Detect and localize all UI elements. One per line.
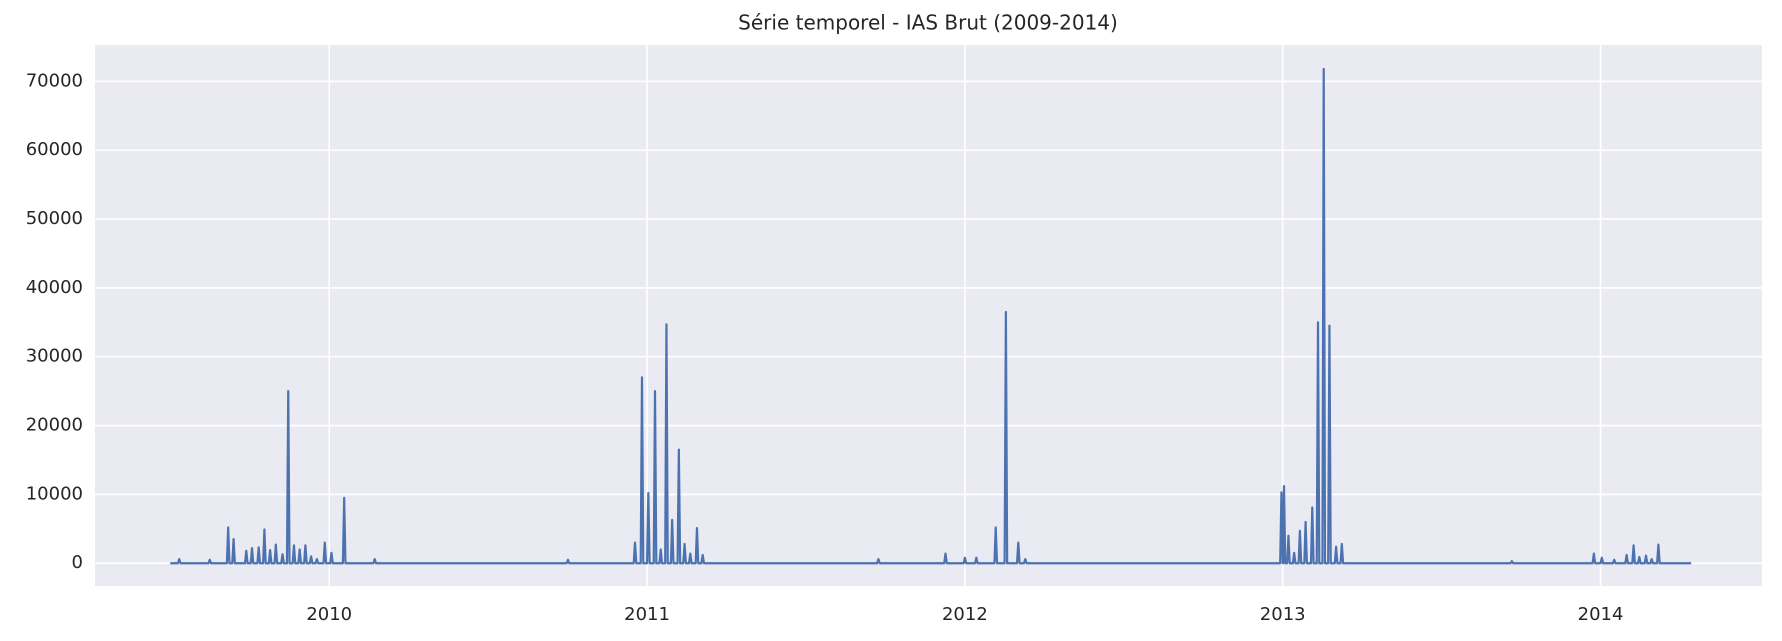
y-tick-label: 0 (72, 552, 83, 573)
x-tick-label: 2013 (1260, 604, 1306, 625)
y-tick-label: 50000 (26, 208, 83, 229)
x-tick-label: 2011 (624, 604, 670, 625)
y-tick-label: 70000 (26, 70, 83, 91)
plot-area (95, 45, 1762, 586)
y-tick-label: 30000 (26, 346, 83, 367)
y-tick-label: 40000 (26, 277, 83, 298)
data-line (170, 67, 1692, 565)
y-tick-label: 10000 (26, 483, 83, 504)
y-tick-label: 20000 (26, 415, 83, 436)
chart-title: Série temporel - IAS Brut (2009-2014) (738, 11, 1118, 35)
y-tick-label: 60000 (26, 139, 83, 160)
x-tick-label: 2014 (1578, 604, 1624, 625)
x-tick-label: 2012 (942, 604, 988, 625)
x-tick-label: 2010 (306, 604, 352, 625)
